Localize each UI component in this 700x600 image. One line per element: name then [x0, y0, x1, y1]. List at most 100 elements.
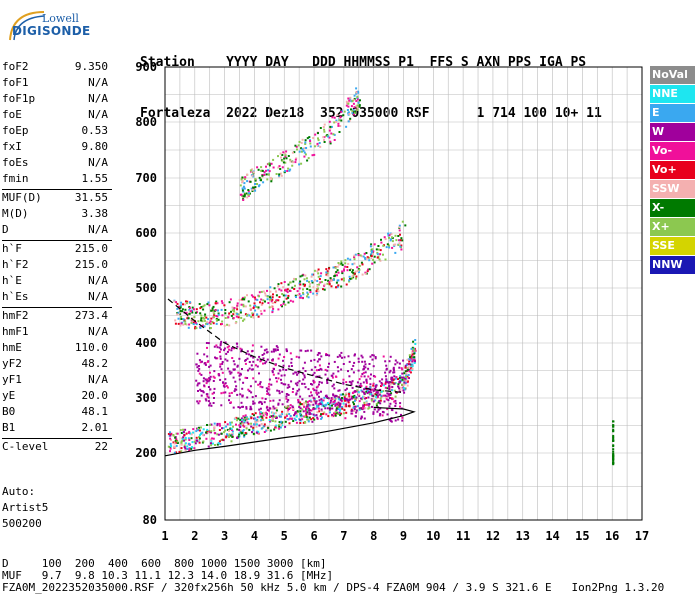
echo-dot — [355, 100, 358, 102]
echo-dot — [272, 399, 275, 402]
echo-dot — [270, 350, 273, 353]
echo-dot — [238, 374, 241, 377]
echo-dot — [240, 417, 243, 420]
echo-dot — [221, 361, 224, 363]
echo-dot — [256, 365, 259, 368]
echo-dot — [394, 395, 397, 398]
echo-dot — [296, 384, 299, 387]
echo-dot — [231, 309, 234, 312]
echo-dot — [312, 408, 314, 411]
echo-dot — [295, 421, 298, 424]
echo-dot — [330, 415, 333, 418]
echo-dot — [408, 370, 411, 373]
echo-dot — [175, 441, 178, 444]
echo-dot — [345, 100, 348, 103]
echo-dot — [301, 274, 304, 277]
echo-dot — [308, 411, 311, 414]
echo-dot — [302, 149, 305, 152]
echo-dot — [180, 301, 183, 304]
echo-dot — [252, 429, 255, 432]
echo-dot — [304, 370, 307, 372]
echo-dot — [289, 406, 292, 409]
echo-dot — [216, 424, 219, 427]
echo-dot — [263, 401, 266, 404]
echo-dot — [213, 422, 216, 425]
echo-dot — [387, 399, 390, 402]
echo-dot — [188, 312, 191, 315]
echo-dot — [205, 379, 208, 382]
echo-dot — [316, 292, 319, 295]
echo-dot — [349, 398, 352, 401]
echo-dot — [411, 346, 414, 349]
echo-dot — [342, 412, 345, 415]
echo-dot — [330, 279, 333, 282]
echo-dot — [236, 342, 239, 345]
echo-dot — [296, 381, 299, 384]
echo-dot — [202, 391, 205, 394]
echo-dot — [290, 365, 293, 367]
echo-dot — [219, 348, 222, 351]
param-row: fxI 9.80 — [2, 140, 110, 156]
echo-dot — [298, 406, 301, 408]
echo-dot — [184, 322, 187, 325]
echo-dot — [372, 250, 375, 253]
echo-dot — [240, 432, 243, 435]
echo-dot — [298, 287, 301, 290]
echo-dot — [291, 391, 294, 393]
echo-dot — [241, 189, 244, 192]
echo-dot — [182, 439, 184, 442]
echo-dot — [408, 368, 411, 371]
echo-dot — [398, 242, 401, 245]
echo-dot — [333, 116, 336, 119]
param-key: foF1 — [2, 76, 29, 89]
echo-dot — [222, 391, 225, 394]
echo-dot — [337, 401, 340, 404]
echo-dot — [315, 369, 318, 372]
echo-dot — [371, 354, 374, 357]
echo-dot — [281, 410, 284, 413]
echo-dot — [223, 349, 226, 352]
echo-dot — [219, 357, 222, 360]
echo-dot — [332, 266, 335, 269]
echo-dot — [262, 418, 265, 421]
echo-dot — [343, 356, 346, 359]
echo-dot — [186, 317, 189, 320]
echo-dot — [214, 309, 217, 311]
echo-dot — [279, 172, 282, 175]
echo-dot — [262, 181, 265, 184]
echo-dot — [314, 133, 317, 136]
echo-dot — [354, 253, 357, 256]
echo-dot — [290, 361, 293, 364]
echo-dot — [348, 375, 351, 378]
echo-dot — [331, 116, 334, 119]
echo-dot — [373, 408, 376, 411]
echo-dot — [230, 440, 233, 443]
echo-dot — [284, 425, 287, 428]
echo-dot — [246, 180, 249, 183]
echo-dot — [230, 314, 233, 317]
echo-dot — [347, 97, 350, 100]
echo-dot — [292, 161, 294, 164]
echo-dot — [344, 394, 347, 397]
echo-dot — [203, 353, 206, 356]
echo-dot — [237, 435, 240, 438]
echo-dot — [331, 407, 334, 410]
echo-dot — [403, 383, 406, 386]
echo-dot — [344, 262, 347, 265]
echo-dot — [353, 394, 356, 397]
echo-dot — [380, 241, 383, 244]
echo-dot — [389, 355, 392, 358]
echo-dot — [273, 287, 276, 290]
echo-dot — [343, 269, 345, 272]
param-key: h`E — [2, 274, 22, 287]
echo-dot — [328, 354, 331, 357]
echo-dot — [251, 174, 254, 177]
echo-dot — [405, 379, 408, 382]
echo-dot — [277, 403, 280, 406]
echo-dot — [281, 403, 284, 406]
echo-dot — [198, 437, 201, 440]
echo-dot — [347, 120, 350, 123]
echo-dot — [211, 307, 214, 310]
echo-dot — [303, 374, 306, 377]
param-value: 1.55 — [81, 172, 109, 185]
